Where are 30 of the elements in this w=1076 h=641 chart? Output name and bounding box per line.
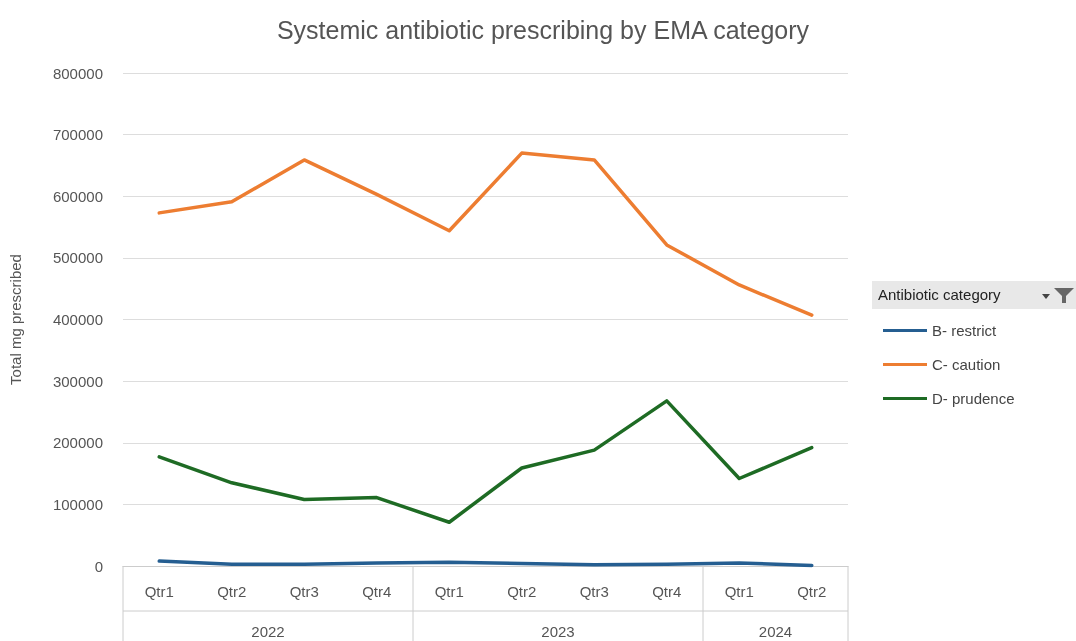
legend-title: Antibiotic category xyxy=(872,281,1076,309)
legend-label: D- prudence xyxy=(932,390,1015,407)
x-tick-label: Qtr2 xyxy=(797,583,827,600)
y-tick-label: 700000 xyxy=(52,126,103,144)
x-tick-label: Qtr3 xyxy=(289,583,319,600)
y-tick-label: 400000 xyxy=(52,311,103,328)
y-tick-label: 0 xyxy=(94,557,103,575)
text: 2022 xyxy=(251,623,285,640)
legend-label: C- caution xyxy=(932,356,1001,373)
line-series xyxy=(157,151,814,317)
text: 2024 xyxy=(758,623,793,640)
y-axis-title: Total mg prescribed xyxy=(7,254,24,385)
x-tick-label: Qtr1 xyxy=(724,583,754,600)
y-tick-label: 500000 xyxy=(52,249,103,267)
legend-label: B- restrict xyxy=(932,322,997,339)
x-tick-label: Qtr1 xyxy=(144,583,174,600)
y-tick-label: 800000 xyxy=(52,64,103,82)
y-tick-label: 600000 xyxy=(52,187,103,205)
y-tick-label: 100000 xyxy=(52,495,103,513)
y-tick-label: 200000 xyxy=(52,434,103,452)
line-series xyxy=(157,399,814,524)
y-tick-label: 300000 xyxy=(52,372,103,390)
chart-title: Systemic antibiotic prescribing by EMA category xyxy=(276,15,810,44)
x-tick-label: Qtr4 xyxy=(652,583,682,600)
text: 2023 xyxy=(541,623,575,640)
x-tick-label: Qtr2 xyxy=(217,583,247,600)
x-tick-label: Qtr3 xyxy=(579,583,609,600)
x-tick-label: Qtr1 xyxy=(434,583,464,600)
x-tick-label: Qtr2 xyxy=(507,583,537,600)
x-tick-label: Qtr4 xyxy=(362,583,392,600)
